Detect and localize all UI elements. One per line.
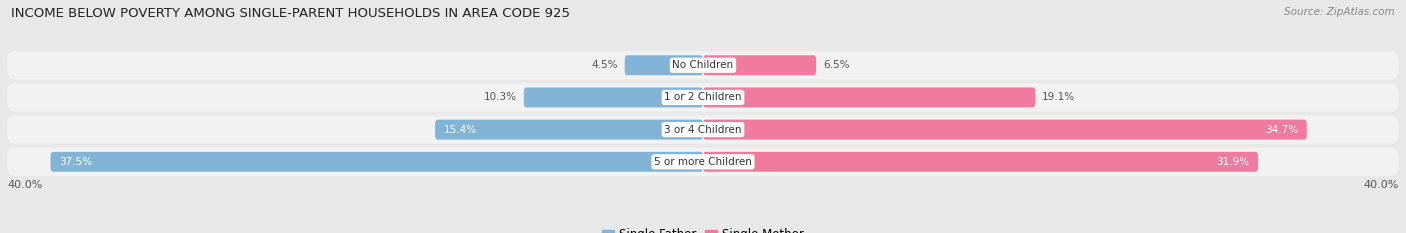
- FancyBboxPatch shape: [7, 83, 1399, 112]
- Text: 6.5%: 6.5%: [823, 60, 849, 70]
- Text: 1 or 2 Children: 1 or 2 Children: [664, 93, 742, 103]
- Text: Source: ZipAtlas.com: Source: ZipAtlas.com: [1284, 7, 1395, 17]
- FancyBboxPatch shape: [7, 51, 1399, 79]
- Text: 31.9%: 31.9%: [1216, 157, 1250, 167]
- Text: 4.5%: 4.5%: [592, 60, 617, 70]
- FancyBboxPatch shape: [434, 120, 703, 140]
- FancyBboxPatch shape: [703, 120, 1306, 140]
- FancyBboxPatch shape: [7, 116, 1399, 144]
- Text: 3 or 4 Children: 3 or 4 Children: [664, 125, 742, 135]
- Text: 40.0%: 40.0%: [1364, 180, 1399, 190]
- Text: INCOME BELOW POVERTY AMONG SINGLE-PARENT HOUSEHOLDS IN AREA CODE 925: INCOME BELOW POVERTY AMONG SINGLE-PARENT…: [11, 7, 571, 20]
- FancyBboxPatch shape: [7, 148, 1399, 176]
- Text: 10.3%: 10.3%: [484, 93, 517, 103]
- Text: 37.5%: 37.5%: [59, 157, 93, 167]
- FancyBboxPatch shape: [624, 55, 703, 75]
- FancyBboxPatch shape: [703, 55, 815, 75]
- Text: 40.0%: 40.0%: [7, 180, 42, 190]
- FancyBboxPatch shape: [703, 152, 1258, 172]
- FancyBboxPatch shape: [703, 87, 1035, 107]
- Legend: Single Father, Single Mother: Single Father, Single Mother: [598, 224, 808, 233]
- FancyBboxPatch shape: [51, 152, 703, 172]
- FancyBboxPatch shape: [524, 87, 703, 107]
- Text: 19.1%: 19.1%: [1042, 93, 1076, 103]
- Text: 34.7%: 34.7%: [1265, 125, 1298, 135]
- Text: 5 or more Children: 5 or more Children: [654, 157, 752, 167]
- Text: No Children: No Children: [672, 60, 734, 70]
- Text: 15.4%: 15.4%: [444, 125, 477, 135]
